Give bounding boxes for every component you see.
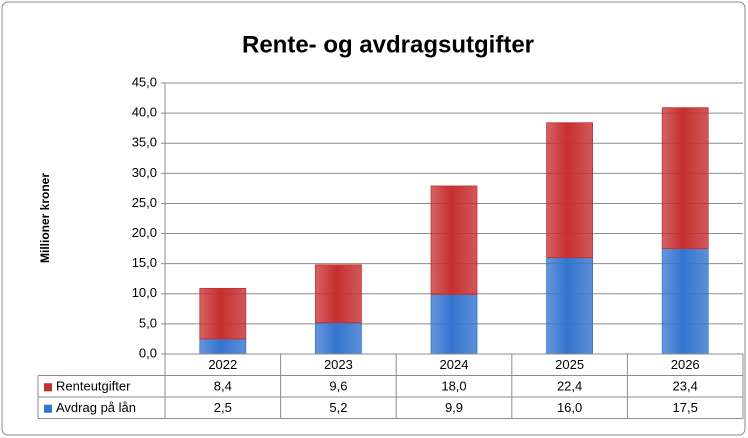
y-tick-label: 20,0 [132,225,157,240]
legend-label: Avdrag på lån [56,400,136,415]
bar-segment [199,338,247,355]
y-tick-label: 35,0 [132,135,157,150]
bar-segment [546,122,593,259]
y-tick-label: 40,0 [132,105,157,120]
x-tick-label: 2024 [440,357,469,372]
data-label: 9,6 [329,379,347,394]
legend-key [44,404,52,413]
legend-label: Renteutgifter [56,379,131,394]
y-tick-label: 5,0 [139,315,157,330]
bar-segment [430,293,478,355]
data-label: 17,5 [673,400,698,415]
x-tick-label: 2022 [208,357,237,372]
bar-segment [430,185,478,295]
bar-segment [314,264,362,324]
x-tick-label: 2026 [671,357,700,372]
data-label: 22,4 [557,379,582,394]
data-label: 8,4 [214,379,232,394]
legend-key [44,383,52,392]
y-tick-label: 10,0 [132,285,157,300]
y-axis-label: Millioner kroner [38,173,52,263]
bar-segment [199,287,247,340]
bar-segment [661,107,709,250]
y-tick-label: 45,0 [132,74,157,89]
bar-segment [314,322,362,355]
data-label: 9,9 [445,400,463,415]
x-tick-label: 2025 [555,357,584,372]
y-tick-label: 25,0 [132,195,157,210]
data-label: 23,4 [673,379,698,394]
y-tick-label: 0,0 [139,345,157,360]
data-label: 18,0 [441,379,466,394]
chart-title: Rente- og avdragsutgifter [242,31,534,58]
data-label: 2,5 [214,400,232,415]
data-label: 5,2 [329,400,347,415]
x-tick-label: 2023 [324,357,353,372]
bar-segment [661,248,709,355]
data-label: 16,0 [557,400,582,415]
y-tick-label: 15,0 [132,255,157,270]
bar-segment [546,257,593,355]
y-tick-label: 30,0 [132,165,157,180]
